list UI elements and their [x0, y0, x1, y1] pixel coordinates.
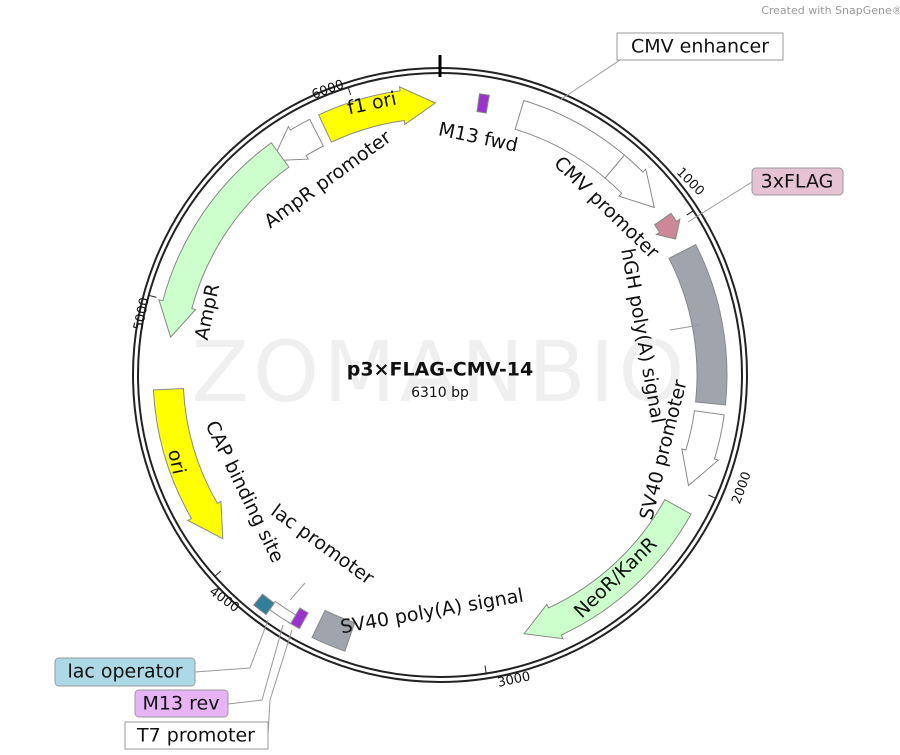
leader [289, 582, 306, 601]
feature-label: SV40 poly(A) signal [339, 585, 526, 639]
tick-mark [686, 210, 694, 216]
feature-label: AmpR promoter [260, 126, 395, 233]
feature-label: M13 fwd [436, 118, 519, 156]
label-box [134, 689, 229, 718]
tick-label: 4000 [206, 584, 242, 616]
feature-shape [311, 609, 356, 652]
feature-shape [318, 85, 437, 143]
tick-label: 3000 [496, 669, 531, 691]
label-box [751, 167, 844, 196]
feature-label: lac operator [67, 661, 182, 683]
feature-shape [152, 387, 224, 540]
feature-label: T7 promoter [136, 725, 255, 747]
tick-mark [347, 87, 352, 96]
tick-mark [484, 665, 487, 674]
leader [669, 324, 701, 331]
credit: Created with SnapGene® [761, 4, 900, 17]
leader [687, 181, 753, 223]
leader [559, 59, 700, 101]
feature-shape [271, 118, 324, 162]
feature-shape [681, 410, 725, 487]
feature-shape [252, 593, 275, 616]
feature-shape [523, 498, 692, 640]
plasmid-size: 6310 bp [411, 385, 469, 401]
feature-shape [268, 600, 297, 625]
feature-label: CAP binding site [201, 417, 289, 566]
feature-shape [604, 154, 655, 209]
tick-label: 5000 [131, 296, 153, 331]
feature-shape [158, 142, 290, 339]
label-box [616, 32, 784, 61]
leader [194, 619, 269, 673]
feature-shape [476, 93, 490, 114]
tick-mark [148, 294, 157, 298]
feature-label: NeoR/KanR [570, 533, 662, 623]
plasmid-name: p3×FLAG-CMV-14 [347, 359, 534, 381]
feature-label: CMV enhancer [631, 36, 769, 58]
tick-label: 6000 [310, 77, 346, 102]
tick-label: 2000 [729, 470, 754, 506]
feature-shape [289, 607, 309, 630]
watermark: ZOMANBIO [192, 323, 689, 421]
feature-shape [653, 212, 681, 240]
tick-mark [708, 494, 716, 499]
label-box [54, 657, 196, 687]
feature-label: ori [163, 448, 190, 477]
feature-label: M13 rev [143, 693, 220, 715]
label-box [124, 721, 269, 750]
tick-mark [214, 570, 222, 577]
leader [227, 624, 284, 705]
leader [267, 629, 293, 736]
feature-label: 3xFLAG [761, 171, 834, 193]
